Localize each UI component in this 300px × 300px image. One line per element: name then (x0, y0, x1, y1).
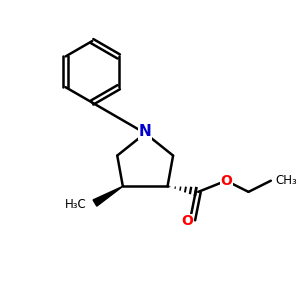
Text: CH₃: CH₃ (275, 174, 297, 187)
Text: O: O (220, 174, 232, 188)
Polygon shape (93, 186, 123, 206)
Text: O: O (181, 214, 193, 228)
Text: N: N (139, 124, 152, 140)
Text: H₃C: H₃C (65, 198, 86, 211)
